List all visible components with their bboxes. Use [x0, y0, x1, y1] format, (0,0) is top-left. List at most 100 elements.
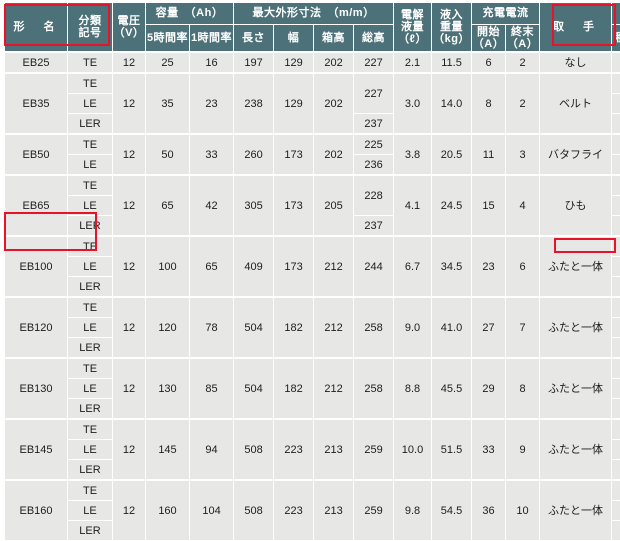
cell-electrolyte-volume: 6.7	[394, 236, 432, 297]
cell-classification-symbol: LE	[68, 257, 113, 277]
cell-terminal-kind: L	[612, 114, 620, 135]
cell-width: 182	[274, 358, 314, 419]
cell-width: 129	[274, 73, 314, 134]
table-body: EB25TE1225161971292022272.111.562なしT—EB3…	[5, 52, 620, 541]
header-charge-current-end: 終末 （A）	[506, 25, 540, 53]
cell-capacity-1h: 33	[190, 134, 234, 175]
cell-charge-current-start: 36	[472, 480, 506, 541]
header-charge-current-start: 開始 （A）	[472, 25, 506, 53]
cell-handle: ふたと一体	[540, 419, 612, 480]
cell-box-height: 205	[314, 175, 354, 236]
cell-terminal-kind: L	[612, 196, 620, 216]
cell-box-height: 212	[314, 297, 354, 358]
cell-classification-symbol: LER	[68, 277, 113, 298]
cell-terminal-kind: T	[612, 236, 620, 257]
cell-voltage: 12	[113, 358, 146, 419]
cell-filled-weight: 20.5	[432, 134, 472, 175]
cell-capacity-1h: 16	[190, 52, 234, 73]
cell-total-height: 259	[354, 480, 394, 541]
header-handle: 取 手	[540, 3, 612, 53]
cell-classification-symbol: TE	[68, 52, 113, 73]
cell-total-height: 237	[354, 114, 394, 135]
cell-electrolyte-volume: 4.1	[394, 175, 432, 236]
cell-charge-current-start: 29	[472, 358, 506, 419]
cell-filled-weight: 45.5	[432, 358, 472, 419]
cell-filled-weight: 14.0	[432, 73, 472, 134]
cell-total-height: 244	[354, 236, 394, 297]
cell-capacity-5h: 35	[146, 73, 190, 134]
cell-model-name: EB65	[5, 175, 68, 236]
cell-charge-current-end: 3	[506, 134, 540, 175]
cell-classification-symbol: LER	[68, 114, 113, 135]
cell-width: 129	[274, 52, 314, 73]
cell-classification-symbol: LER	[68, 338, 113, 359]
cell-classification-symbol: LE	[68, 379, 113, 399]
cell-total-height: 225	[354, 134, 394, 155]
cell-terminal-kind: L	[612, 277, 620, 298]
cell-voltage: 12	[113, 73, 146, 134]
cell-handle: ふたと一体	[540, 358, 612, 419]
header-classification: 分類 記号	[68, 3, 113, 53]
header-terminal-group: 端 子	[612, 3, 620, 25]
cell-voltage: 12	[113, 52, 146, 73]
cell-terminal-kind: L	[612, 94, 620, 114]
cell-length: 305	[234, 175, 274, 236]
cell-charge-current-end: 10	[506, 480, 540, 541]
cell-box-height: 213	[314, 419, 354, 480]
cell-voltage: 12	[113, 419, 146, 480]
cell-terminal-kind: L	[612, 216, 620, 237]
cell-capacity-5h: 160	[146, 480, 190, 541]
cell-total-height: 236	[354, 155, 394, 176]
cell-capacity-5h: 130	[146, 358, 190, 419]
cell-handle: ふたと一体	[540, 236, 612, 297]
cell-classification-symbol: TE	[68, 73, 113, 94]
cell-charge-current-end: 7	[506, 297, 540, 358]
header-terminal-kind: 種類	[612, 25, 620, 53]
cell-terminal-kind: T	[612, 52, 620, 73]
header-voltage: 電圧 （V）	[113, 3, 146, 53]
cell-model-name: EB130	[5, 358, 68, 419]
cell-charge-current-start: 11	[472, 134, 506, 175]
cell-terminal-kind: T	[612, 358, 620, 379]
cell-box-height: 202	[314, 134, 354, 175]
cell-box-height: 202	[314, 52, 354, 73]
cell-model-name: EB35	[5, 73, 68, 134]
cell-model-name: EB100	[5, 236, 68, 297]
cell-classification-symbol: LE	[68, 440, 113, 460]
cell-handle: バタフライ	[540, 134, 612, 175]
cell-total-height: 258	[354, 358, 394, 419]
battery-spec-table-container: 形 名 分類 記号 電圧 （V） 容量 （Ah） 最大外形寸法 （m/m） 電解…	[0, 2, 620, 417]
cell-terminal-kind: L	[612, 399, 620, 420]
cell-classification-symbol: LER	[68, 460, 113, 481]
cell-capacity-1h: 42	[190, 175, 234, 236]
cell-width: 173	[274, 134, 314, 175]
header-dimension-box-height: 箱高	[314, 25, 354, 53]
cell-voltage: 12	[113, 134, 146, 175]
cell-handle: ベルト	[540, 73, 612, 134]
cell-model-name: EB25	[5, 52, 68, 73]
cell-capacity-1h: 78	[190, 297, 234, 358]
header-filled-weight: 液入 重量 （kg）	[432, 3, 472, 53]
cell-width: 223	[274, 480, 314, 541]
cell-capacity-5h: 100	[146, 236, 190, 297]
cell-classification-symbol: LER	[68, 216, 113, 237]
cell-length: 409	[234, 236, 274, 297]
cell-capacity-5h: 50	[146, 134, 190, 175]
cell-terminal-kind: T	[612, 175, 620, 196]
cell-capacity-5h: 145	[146, 419, 190, 480]
cell-box-height: 213	[314, 480, 354, 541]
cell-total-height: 259	[354, 419, 394, 480]
cell-terminal-kind: L	[612, 257, 620, 277]
cell-model-name: EB120	[5, 297, 68, 358]
cell-total-height: 228	[354, 175, 394, 216]
cell-terminal-kind: T	[612, 480, 620, 501]
header-dimension-length: 長さ	[234, 25, 274, 53]
cell-total-height: 258	[354, 297, 394, 358]
cell-model-name: EB145	[5, 419, 68, 480]
cell-length: 260	[234, 134, 274, 175]
cell-capacity-1h: 94	[190, 419, 234, 480]
cell-capacity-1h: 23	[190, 73, 234, 134]
cell-filled-weight: 54.5	[432, 480, 472, 541]
cell-length: 197	[234, 52, 274, 73]
cell-classification-symbol: TE	[68, 358, 113, 379]
